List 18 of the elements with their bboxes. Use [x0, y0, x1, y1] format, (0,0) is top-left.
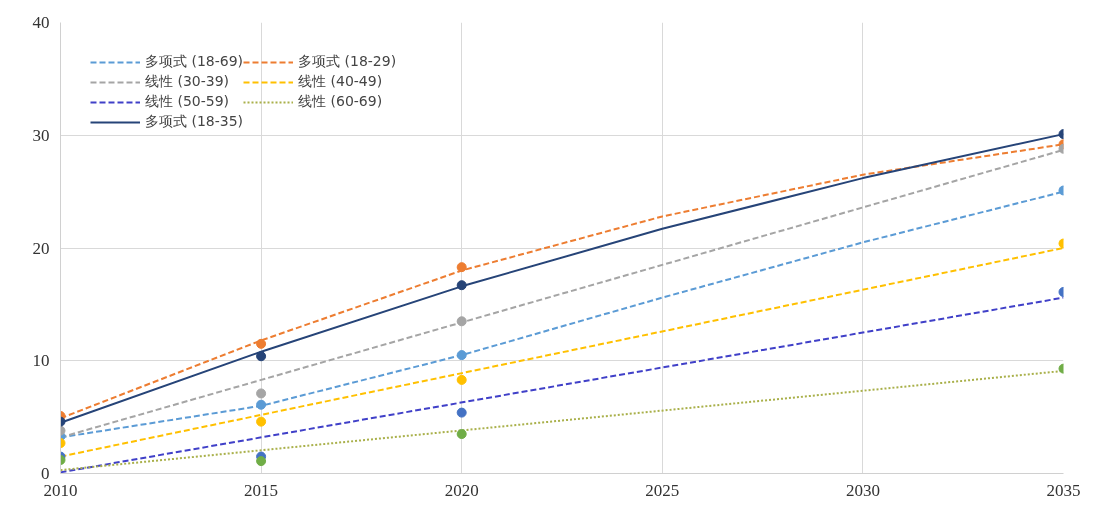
x-tick-label: 2010: [43, 480, 78, 500]
legend-label: 线性 (50-59): [145, 93, 230, 111]
legend-label: 线性 (30-39): [145, 73, 230, 91]
legend-label: 多项式 (18-69): [145, 53, 244, 71]
x-tick-label: 2015: [244, 480, 279, 500]
legend-label: 线性 (40-49): [298, 73, 383, 91]
x-tick-label: 2020: [444, 480, 479, 500]
legend-label: 多项式 (18-35): [145, 113, 244, 131]
y-tick-label: 20: [32, 238, 50, 258]
legend-label: 多项式 (18-29): [298, 53, 397, 71]
y-tick-label: 30: [32, 125, 50, 145]
x-tick-label: 2030: [845, 480, 880, 500]
legend-label: 线性 (60-69): [298, 93, 383, 111]
x-tick-label: 2025: [645, 480, 680, 500]
y-tick-label: 40: [32, 13, 50, 32]
x-tick-label: 2035: [1046, 480, 1081, 500]
y-tick-label: 0: [41, 464, 50, 483]
y-tick-label: 10: [32, 351, 50, 371]
